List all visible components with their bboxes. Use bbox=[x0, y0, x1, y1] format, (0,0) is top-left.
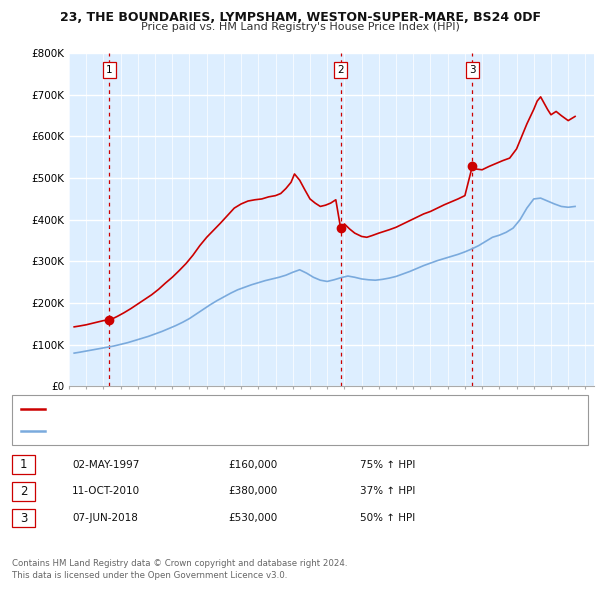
Text: £380,000: £380,000 bbox=[228, 487, 277, 496]
Text: 02-MAY-1997: 02-MAY-1997 bbox=[72, 460, 139, 470]
Text: HPI: Average price, detached house, Somerset: HPI: Average price, detached house, Some… bbox=[50, 427, 271, 436]
Text: 2: 2 bbox=[337, 65, 344, 75]
Text: 11-OCT-2010: 11-OCT-2010 bbox=[72, 487, 140, 496]
Text: 07-JUN-2018: 07-JUN-2018 bbox=[72, 513, 138, 523]
Text: 75% ↑ HPI: 75% ↑ HPI bbox=[360, 460, 415, 470]
Text: 23, THE BOUNDARIES, LYMPSHAM, WESTON-SUPER-MARE, BS24 0DF: 23, THE BOUNDARIES, LYMPSHAM, WESTON-SUP… bbox=[59, 11, 541, 24]
Text: 3: 3 bbox=[20, 512, 27, 525]
Text: 2: 2 bbox=[20, 485, 27, 498]
Text: 1: 1 bbox=[106, 65, 112, 75]
Text: Contains HM Land Registry data © Crown copyright and database right 2024.: Contains HM Land Registry data © Crown c… bbox=[12, 559, 347, 568]
Text: 3: 3 bbox=[469, 65, 476, 75]
Text: Price paid vs. HM Land Registry's House Price Index (HPI): Price paid vs. HM Land Registry's House … bbox=[140, 22, 460, 32]
Text: £530,000: £530,000 bbox=[228, 513, 277, 523]
Text: 23, THE BOUNDARIES, LYMPSHAM, WESTON-SUPER-MARE, BS24 0DF (detached house): 23, THE BOUNDARIES, LYMPSHAM, WESTON-SUP… bbox=[50, 405, 460, 414]
Text: 50% ↑ HPI: 50% ↑ HPI bbox=[360, 513, 415, 523]
Text: 1: 1 bbox=[20, 458, 27, 471]
Text: £160,000: £160,000 bbox=[228, 460, 277, 470]
Text: 37% ↑ HPI: 37% ↑ HPI bbox=[360, 487, 415, 496]
Text: This data is licensed under the Open Government Licence v3.0.: This data is licensed under the Open Gov… bbox=[12, 571, 287, 579]
